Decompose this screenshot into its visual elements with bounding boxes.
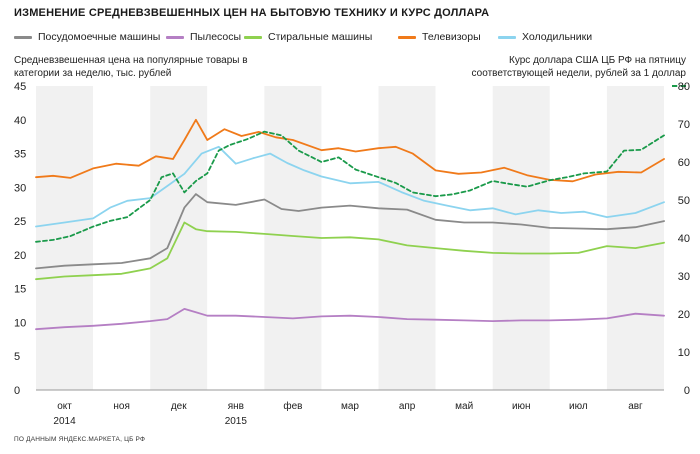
- legend-swatch: [166, 35, 184, 39]
- right-axis-note-text: Курс доллара США ЦБ РФ на пятницу соотве…: [471, 55, 686, 79]
- x-year-label: 2015: [225, 416, 248, 427]
- left-axis-note: Средневзвешенная цена на популярные това…: [14, 55, 248, 79]
- legend-item: Пылесосы: [166, 31, 241, 43]
- series-line: [35, 221, 665, 281]
- right-tick-label: 0: [684, 385, 690, 397]
- x-tick-label: июн: [512, 401, 531, 412]
- legend-item: Холодильники: [498, 31, 592, 43]
- legend-swatch: [14, 35, 32, 39]
- right-tick-label: 10: [678, 347, 690, 359]
- x-tick-label: апр: [399, 401, 416, 412]
- month-band: [606, 86, 664, 390]
- right-tick-label: 70: [678, 119, 690, 131]
- left-tick-label: 0: [14, 385, 20, 397]
- x-tick-label: мар: [341, 401, 359, 412]
- right-axis-note: Курс доллара США ЦБ РФ на пятницу соотве…: [456, 54, 686, 93]
- legend-item: Стиральные машины: [244, 31, 372, 43]
- right-tick-label: 80: [678, 81, 690, 93]
- legend-label: Холодильники: [522, 31, 593, 43]
- legend-label: Телевизоры: [422, 31, 481, 43]
- legend-label: Пылесосы: [190, 31, 242, 43]
- series-line: [35, 118, 665, 183]
- legend-label: Посудомоечные машины: [38, 31, 161, 43]
- left-tick-label: 15: [14, 284, 26, 296]
- legend-label: Стиральные машины: [268, 31, 373, 43]
- month-band: [150, 86, 208, 390]
- left-tick-label: 40: [14, 115, 26, 127]
- x-tick-label: ноя: [113, 401, 130, 412]
- right-tick-label: 40: [678, 233, 690, 245]
- source-note: ПО ДАННЫМ ЯНДЕКС.МАРКЕТА, ЦБ РФ: [14, 436, 146, 443]
- left-tick-label: 45: [14, 81, 26, 93]
- legend-item: Телевизоры: [398, 31, 481, 43]
- left-tick-label: 10: [14, 317, 26, 329]
- x-tick-label: июл: [569, 401, 588, 412]
- dashed-line-icon: [672, 85, 686, 88]
- x-tick-label: дек: [171, 401, 187, 412]
- month-band: [207, 86, 265, 390]
- legend-swatch: [398, 35, 416, 39]
- left-tick-label: 30: [14, 182, 26, 194]
- month-band: [549, 86, 607, 390]
- left-tick-label: 35: [14, 149, 26, 161]
- legend-item: Посудомоечные машины: [14, 31, 160, 43]
- left-tick-label: 25: [14, 216, 26, 228]
- x-tick-label: май: [455, 401, 473, 412]
- left-tick-label: 20: [14, 250, 26, 262]
- series-line: [35, 307, 665, 331]
- month-band: [435, 86, 493, 390]
- right-tick-label: 50: [678, 195, 690, 207]
- series-line: [35, 130, 665, 243]
- month-band: [492, 86, 550, 390]
- right-tick-label: 30: [678, 271, 690, 283]
- x-tick-label: фев: [283, 400, 302, 412]
- month-band: [378, 86, 436, 390]
- x-tick-label: янв: [228, 401, 244, 412]
- right-tick-label: 60: [678, 157, 690, 169]
- legend-swatch: [498, 35, 516, 39]
- legend: Посудомоечные машины Пылесосы Стиральные м…: [14, 31, 694, 45]
- left-tick-label: 5: [14, 351, 20, 363]
- right-tick-label: 20: [678, 309, 690, 321]
- x-tick-label: авг: [628, 401, 643, 412]
- chart-title: ИЗМЕНЕНИЕ СРЕДНЕВЗВЕШЕННЫХ ЦЕН НА БЫТОВУ…: [14, 7, 490, 19]
- series-line: [35, 145, 665, 228]
- x-year-label: 2014: [53, 416, 76, 427]
- legend-swatch: [244, 35, 262, 39]
- series-line: [35, 193, 665, 270]
- month-band: [93, 86, 151, 390]
- x-tick-label: окт: [57, 401, 72, 412]
